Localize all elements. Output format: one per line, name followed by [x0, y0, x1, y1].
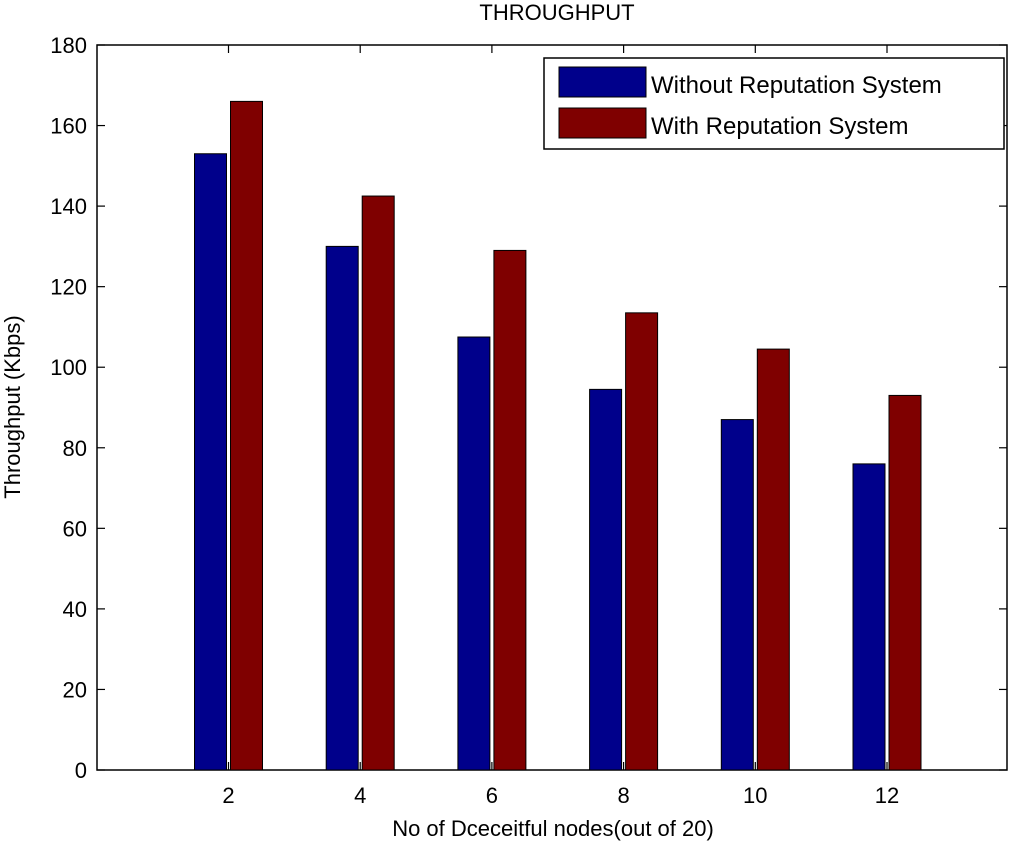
y-tick-label: 100: [50, 355, 87, 380]
bar-with-reputation-12: [888, 394, 922, 771]
x-tick-label: 12: [875, 783, 899, 808]
bar-without-reputation-2: [194, 153, 227, 771]
y-tick-label: 0: [75, 758, 87, 783]
bar-without-reputation-6: [457, 336, 491, 771]
x-tick-label: 8: [617, 783, 629, 808]
y-axis-label: Throughput (Kbps): [0, 315, 25, 498]
y-tick-label: 80: [63, 436, 87, 461]
x-tick-label: 10: [743, 783, 767, 808]
bar-with-reputation-8: [625, 312, 659, 771]
legend: Without Reputation System With Reputatio…: [543, 57, 1005, 150]
bar-with-reputation-4: [361, 195, 395, 771]
bar-with-reputation-6: [493, 249, 527, 771]
bar-without-reputation-8: [589, 388, 623, 771]
bar-without-reputation-10: [720, 419, 754, 771]
legend-label-with-reputation: With Reputation System: [651, 113, 908, 140]
y-axis: 0 20 40 60 80 100 120 140 160 180: [50, 33, 1007, 783]
bar-without-reputation-12: [852, 463, 886, 771]
legend-label-without-reputation: Without Reputation System: [651, 72, 942, 99]
legend-swatch-with-reputation: [558, 107, 647, 139]
x-axis-label: No of Dceceitful nodes(out of 20): [392, 816, 714, 841]
y-tick-label: 60: [63, 516, 87, 541]
x-tick-label: 6: [486, 783, 498, 808]
y-tick-label: 40: [63, 597, 87, 622]
bar-with-reputation-2: [230, 100, 263, 771]
y-tick-label: 180: [50, 33, 87, 58]
y-tick-label: 120: [50, 275, 87, 300]
y-tick-label: 140: [50, 194, 87, 219]
y-tick-label: 20: [63, 677, 87, 702]
x-tick-label: 4: [354, 783, 366, 808]
chart-title: THROUGHPUT: [479, 0, 634, 25]
y-tick-label: 160: [50, 114, 87, 139]
x-tick-label: 2: [222, 783, 234, 808]
bar-without-reputation-4: [325, 245, 359, 771]
bar-with-reputation-10: [756, 348, 790, 771]
bars-group: [194, 100, 922, 771]
x-axis: 2 4 6 8 10 12: [222, 45, 899, 808]
legend-swatch-without-reputation: [558, 66, 647, 98]
